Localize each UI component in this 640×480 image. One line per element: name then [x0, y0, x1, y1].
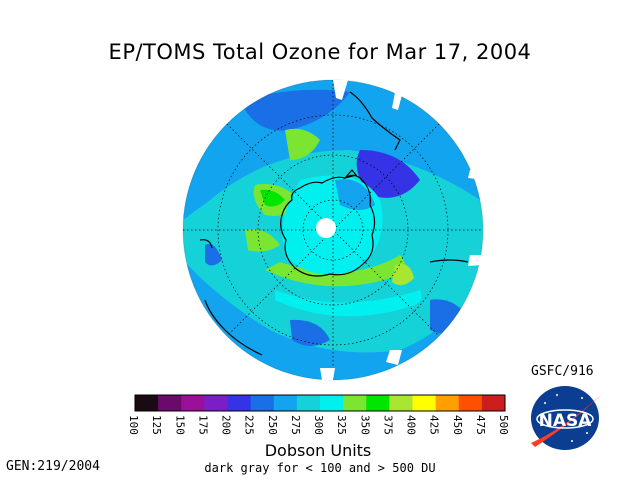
scale-tick-label: 150: [173, 415, 186, 435]
scale-swatch: [458, 395, 483, 411]
data-gaps: [316, 80, 483, 380]
scale-border: [134, 394, 506, 412]
scale-swatch: [343, 395, 367, 411]
scale-tick-label: 325: [335, 415, 348, 435]
scale-tick-label: 300: [312, 415, 325, 435]
scale-swatch: [320, 395, 344, 411]
coastlines: [199, 91, 469, 356]
scale-tick-label: 425: [428, 415, 441, 435]
logo-text: NASA: [539, 411, 593, 431]
scale-tick-label: 225: [243, 415, 256, 435]
scale-tick-label: 475: [474, 415, 487, 435]
scale-swatch: [481, 395, 506, 411]
scale-swatch: [296, 395, 321, 411]
scale-tick-label: 375: [381, 415, 394, 435]
scale-tick-label: 275: [289, 415, 302, 435]
scale-swatch: [412, 395, 437, 411]
generation-label: GEN:219/2004: [6, 459, 100, 474]
credit-label: GSFC/916: [531, 364, 594, 379]
scale-swatch: [204, 395, 228, 411]
scale-swatch: [135, 395, 159, 411]
scale-tick-label: 400: [405, 415, 418, 435]
scale-tick-label: 250: [266, 415, 279, 435]
scale-swatch: [273, 395, 298, 411]
scale-swatch: [158, 395, 182, 411]
graticule: [183, 80, 483, 380]
scale-swatch: [389, 395, 413, 411]
vector-icon: [531, 393, 603, 447]
scale-swatch: [435, 395, 460, 411]
scale-tick-label: 100: [127, 415, 140, 435]
scale-tick-label: 175: [196, 415, 209, 435]
scale-swatch: [250, 395, 275, 411]
scale-swatch: [227, 395, 252, 411]
map-title: EP/TOMS Total Ozone for Mar 17, 2004: [108, 40, 532, 64]
nasa-logo: NASA: [531, 386, 603, 450]
scale-swatch: [181, 395, 205, 411]
scale-tick-label: 200: [220, 415, 233, 435]
scale-tick-label: 350: [358, 415, 371, 435]
scale-tick-label: 125: [150, 415, 163, 435]
scale-tick-label: 500: [497, 415, 510, 435]
scale-swatch: [366, 395, 390, 411]
scale-note: dark gray for < 100 and > 500 DU: [204, 461, 436, 475]
scale-tick-label: 450: [451, 415, 464, 435]
unit-label: Dobson Units: [264, 441, 372, 460]
